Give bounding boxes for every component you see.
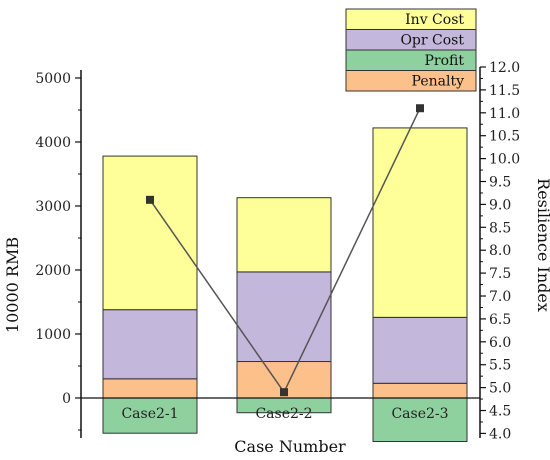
resilience-point xyxy=(280,388,288,397)
left-axis-ticks: 0 1000 2000 3000 4000 5000 xyxy=(35,71,81,431)
bar-penalty xyxy=(372,382,468,399)
resilience-line-series xyxy=(146,104,424,397)
bar-penalty xyxy=(102,378,198,399)
right-tick-label: 7.5 xyxy=(489,266,511,282)
y-axis-title: 10000 RMB xyxy=(3,237,22,333)
right-tick-label: 7.0 xyxy=(489,289,511,305)
left-tick-label: 3000 xyxy=(35,199,71,215)
bar-profit xyxy=(102,397,198,434)
right-tick-label: 10.0 xyxy=(489,152,520,168)
legend-label: Profit xyxy=(424,53,464,69)
left-tick-label: 5000 xyxy=(35,71,71,87)
bar-opr-cost xyxy=(102,309,198,380)
right-tick-label: 5.5 xyxy=(489,358,511,374)
case-labels: Case2-1 Case2-2 Case2-3 xyxy=(121,406,448,422)
right-tick-label: 6.0 xyxy=(489,335,511,351)
left-tick-label: 2000 xyxy=(35,263,71,279)
y2-axis-title: Resilience Index xyxy=(534,178,550,312)
bars xyxy=(102,127,468,443)
bar-inv-cost xyxy=(102,155,198,311)
bar-opr-cost xyxy=(236,271,332,363)
right-tick-label: 9.0 xyxy=(489,197,511,213)
right-tick-label: 8.0 xyxy=(489,243,511,259)
legend-label: Penalty xyxy=(412,74,465,90)
left-tick-label: 4000 xyxy=(35,135,71,151)
right-axis-ticks: 4.0 4.5 5.0 5.5 6.0 6.5 7.0 7.5 8.0 8.5 9.0 9.5 10.0… xyxy=(480,60,520,442)
right-tick-label: 4.0 xyxy=(489,426,511,442)
x-axis-title: Case Number xyxy=(234,437,346,456)
legend-label: Inv Cost xyxy=(405,12,464,28)
right-tick-label: 4.5 xyxy=(489,404,511,420)
case-label: Case2-2 xyxy=(255,406,312,422)
bar-opr-cost xyxy=(372,316,468,384)
right-tick-label: 10.5 xyxy=(489,129,520,145)
resilience-point xyxy=(416,104,424,113)
bar-profit xyxy=(372,397,468,443)
right-tick-label: 6.5 xyxy=(489,312,511,328)
right-tick-label: 9.5 xyxy=(489,175,511,191)
right-tick-label: 12.0 xyxy=(489,60,520,76)
legend-swatch xyxy=(345,70,477,92)
right-tick-label: 8.5 xyxy=(489,220,511,236)
bar-inv-cost xyxy=(236,197,332,273)
resilience-point xyxy=(146,195,154,204)
legend: Inv Cost Opr Cost Profit Penalty xyxy=(345,8,477,92)
right-tick-label: 11.5 xyxy=(489,83,520,99)
right-tick-label: 11.0 xyxy=(489,106,520,122)
left-tick-label: 0 xyxy=(62,391,71,407)
case-label: Case2-3 xyxy=(391,406,448,422)
right-tick-label: 5.0 xyxy=(489,381,511,397)
bar-inv-cost xyxy=(372,127,468,318)
legend-label: Opr Cost xyxy=(400,33,464,49)
left-tick-label: 1000 xyxy=(35,327,71,343)
case-label: Case2-1 xyxy=(121,406,178,422)
